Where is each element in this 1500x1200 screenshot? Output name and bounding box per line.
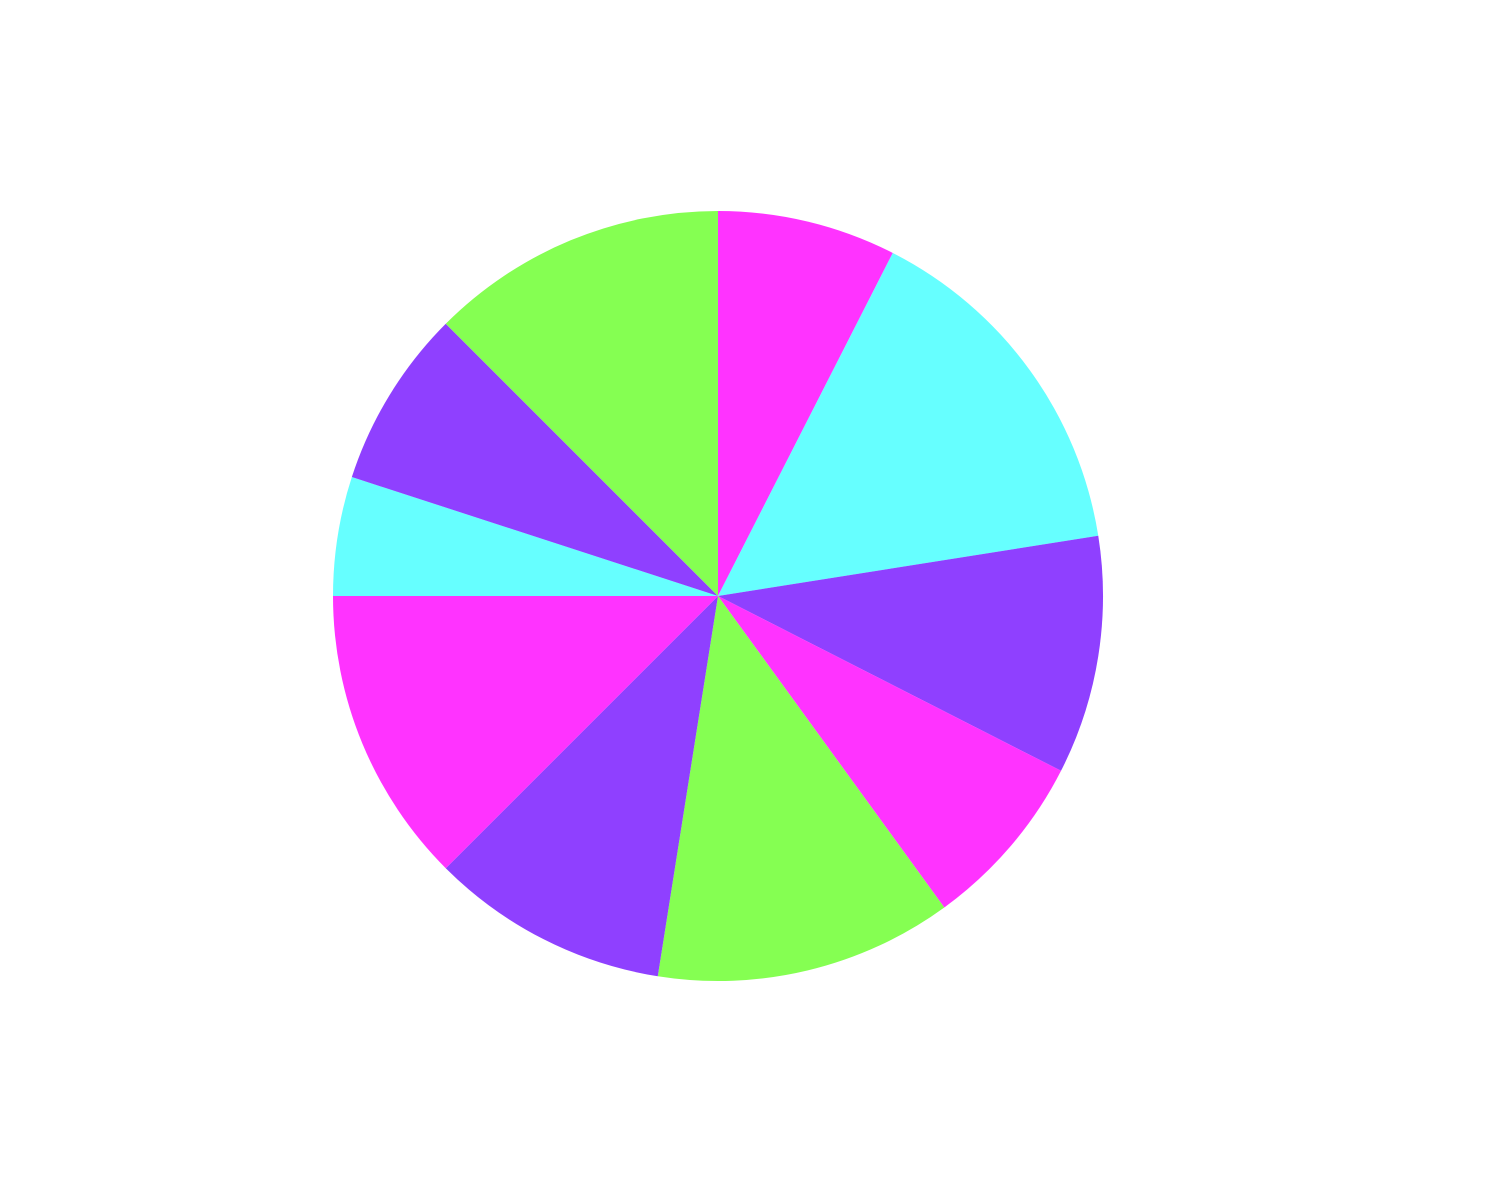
pie-slice-2: [718, 252, 1099, 596]
pie-slice-7: [333, 596, 718, 869]
pie-slice-10: [445, 211, 718, 596]
pie-slice-3: [718, 535, 1104, 771]
pie-slice-9: [351, 323, 718, 596]
pie-slice-8: [333, 477, 718, 596]
pie-slice-6: [445, 596, 718, 977]
pie-slice-5: [657, 596, 945, 982]
pie-slice-4: [718, 596, 1062, 908]
pie-slices: [333, 210, 1104, 982]
pie-slice-1: [718, 210, 893, 596]
